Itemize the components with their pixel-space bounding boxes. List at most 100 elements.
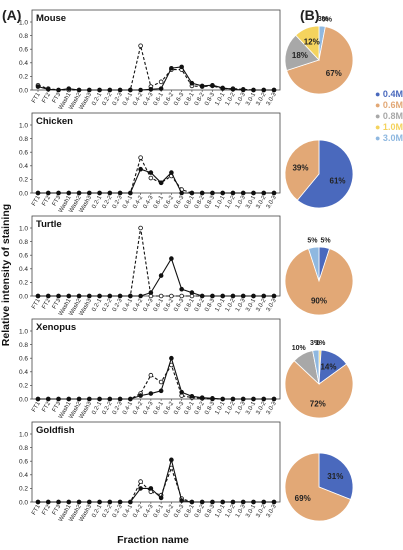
point-open	[138, 155, 143, 160]
pie-goldfish: 31% 69%	[284, 452, 354, 522]
point-filled	[251, 396, 256, 402]
y-tick-label: 0.0	[19, 396, 28, 403]
pie-chicken: 61% 39%	[284, 139, 354, 209]
x-tick-label: FT2	[41, 503, 52, 516]
point-filled	[128, 499, 133, 505]
y-tick-label: 0.6	[19, 356, 28, 363]
point-open	[138, 225, 143, 231]
legend-item: ● 0.6M	[375, 100, 403, 110]
point-filled	[76, 87, 82, 93]
pie-slice-label: 0%	[322, 17, 333, 24]
point-filled	[117, 190, 123, 196]
y-tick-label: 1.0	[19, 328, 28, 335]
series-line-solid	[38, 257, 274, 297]
pie-slice-label: 3%	[318, 16, 329, 23]
panel-frame	[31, 318, 281, 400]
pie-slice	[284, 360, 354, 419]
point-filled	[66, 499, 72, 505]
point-filled	[220, 293, 225, 299]
y-tick-label: 0.2	[19, 177, 28, 184]
point-filled	[169, 457, 174, 463]
x-tick-label: FT3	[52, 400, 63, 413]
point-open	[138, 43, 143, 49]
point-filled	[35, 396, 41, 402]
panel-title: Xenopus	[36, 322, 76, 333]
y-tick-label: 0.8	[19, 136, 28, 143]
series-line-dashed	[38, 363, 274, 400]
point-filled	[179, 498, 184, 503]
point-filled	[210, 293, 215, 299]
y-tick-label: 0.0	[19, 190, 28, 197]
point-filled	[271, 396, 277, 402]
pie-slice	[295, 25, 320, 62]
point-filled	[230, 499, 236, 505]
point-filled	[107, 396, 113, 402]
point-filled	[240, 87, 246, 93]
point-filled	[199, 499, 205, 505]
point-filled	[169, 65, 174, 71]
point-filled	[66, 86, 72, 91]
point-filled	[169, 256, 174, 261]
x-axis-label: Fraction name	[117, 534, 189, 546]
point-filled	[230, 396, 236, 402]
x-tick-label: FT2	[41, 91, 52, 104]
point-filled	[261, 293, 267, 299]
point-open	[158, 79, 164, 85]
point-filled	[220, 85, 225, 91]
point-filled	[128, 87, 133, 93]
y-tick-label: 0.2	[19, 486, 28, 493]
y-tick-label: 0.6	[19, 459, 28, 466]
point-filled	[45, 396, 51, 402]
series-line-dashed	[37, 45, 274, 91]
point-filled	[230, 190, 236, 196]
point-filled	[35, 499, 41, 505]
y-tick-label: 0.4	[19, 266, 28, 273]
point-filled	[169, 170, 174, 175]
x-tick-label: FT1	[31, 91, 42, 104]
pie-slice	[284, 248, 354, 316]
panel-frame	[31, 112, 281, 194]
point-filled	[240, 190, 246, 196]
point-filled	[210, 396, 215, 401]
y-tick-label: 0.4	[19, 60, 28, 67]
point-filled	[271, 293, 277, 299]
pie-slice-label: 14%	[320, 363, 336, 372]
series-line-solid	[38, 457, 274, 503]
pie-slice-label: 3%	[310, 340, 321, 347]
series-line-solid	[38, 168, 274, 194]
point-filled	[107, 499, 113, 505]
point-filled	[138, 87, 143, 93]
point-filled	[87, 190, 92, 196]
pie-slice-label: 72%	[310, 400, 326, 409]
point-filled	[220, 190, 225, 196]
point-filled	[87, 293, 92, 299]
pie-slice-label: 5%	[321, 238, 332, 245]
y-tick-label: 0.0	[19, 293, 28, 300]
x-tick-label: FT3	[52, 194, 63, 207]
x-tick-label: FT2	[41, 400, 52, 413]
point-filled	[76, 190, 82, 196]
x-tick-label: FT2	[41, 194, 52, 207]
legend-item: ● 1.0M	[375, 122, 403, 132]
point-filled	[189, 499, 195, 505]
x-tick-label: 3.0-3	[266, 400, 278, 415]
pie-legend: ● 0.4M● 0.6M● 0.8M● 1.0M● 3.0M	[375, 89, 403, 143]
y-tick-label: 0.8	[19, 445, 28, 452]
pie-slice-label: 61%	[330, 177, 346, 186]
pie-slice	[284, 452, 352, 522]
point-filled	[45, 499, 51, 505]
point-filled	[210, 499, 215, 505]
point-filled	[56, 396, 61, 402]
pie-xenopus: 1% 14% 72% 10%3%	[284, 340, 354, 419]
point-filled	[158, 86, 164, 91]
point-filled	[117, 293, 123, 299]
point-filled	[45, 190, 51, 196]
pie-slice-label: 1%	[315, 340, 326, 347]
point-filled	[169, 355, 174, 361]
point-filled	[35, 84, 41, 89]
point-filled	[240, 293, 246, 299]
point-filled	[76, 293, 82, 299]
